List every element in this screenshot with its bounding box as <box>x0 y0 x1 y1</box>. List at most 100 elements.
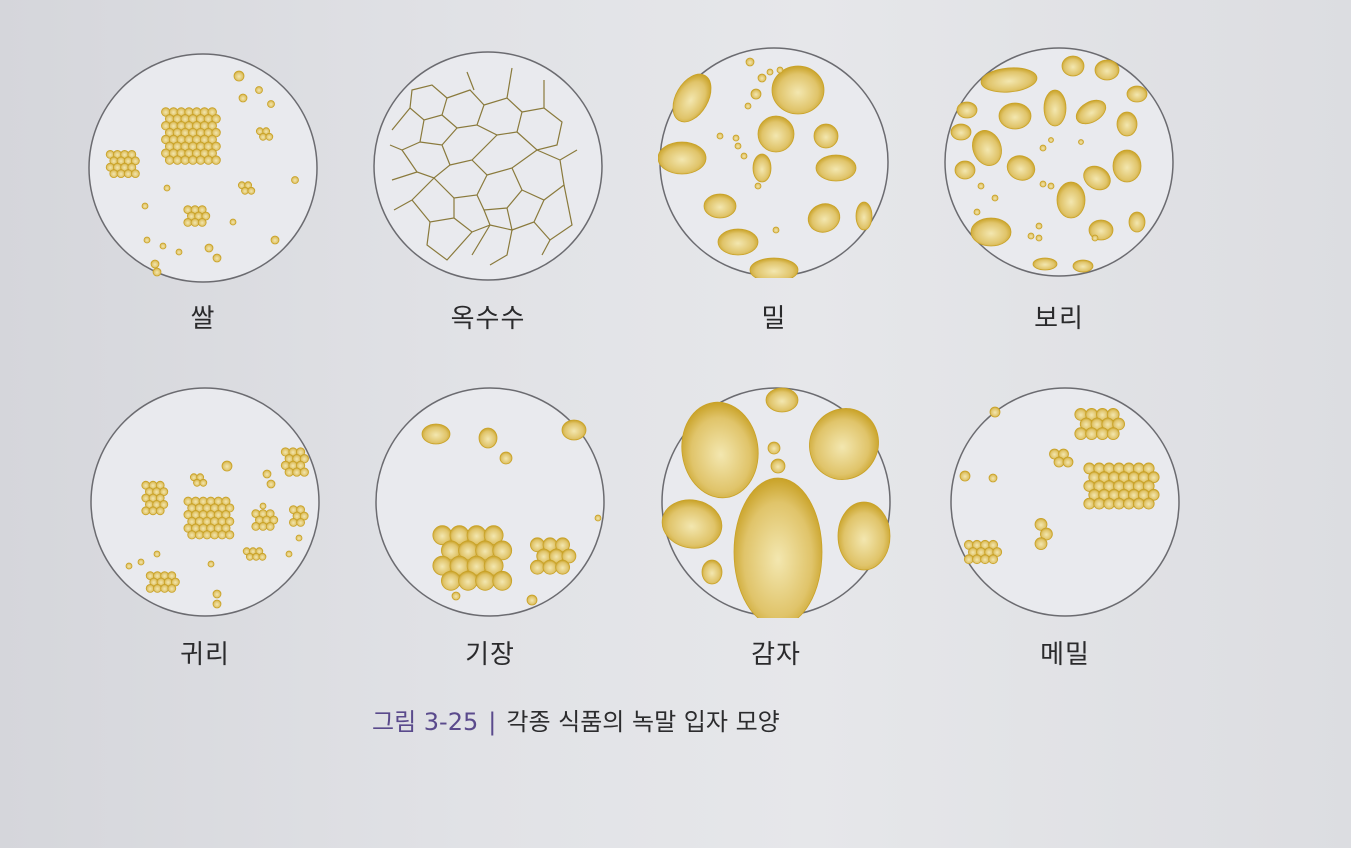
panel-buckwheat <box>949 386 1181 618</box>
starch-granule <box>703 193 737 219</box>
starch-granule <box>765 387 799 413</box>
starch-granule <box>767 441 781 455</box>
starch-granule <box>197 217 207 227</box>
starch-granule <box>1034 537 1048 551</box>
starch-granule <box>745 57 755 67</box>
label-rice: 쌀 <box>190 304 216 334</box>
starch-granule <box>1032 257 1058 271</box>
starch-granule <box>229 218 237 226</box>
starch-granule <box>772 226 780 234</box>
starch-granule <box>1106 407 1120 421</box>
starch-granule <box>1103 497 1116 510</box>
starch-granule <box>561 419 587 441</box>
starch-granule <box>153 550 161 558</box>
oat-granules-circle <box>90 387 320 617</box>
starch-granule <box>187 530 197 540</box>
label-millet: 기장 <box>465 640 515 670</box>
starch-granule <box>212 589 222 599</box>
label-potato: 감자 <box>751 640 801 670</box>
starch-granule <box>1035 222 1043 230</box>
starch-granule <box>980 67 1038 93</box>
starch-granule <box>988 554 999 565</box>
starch-granule <box>288 517 298 527</box>
starch-granule <box>188 155 198 165</box>
starch-granule <box>749 257 799 278</box>
starch-granule <box>175 248 183 256</box>
starch-granule <box>807 203 841 233</box>
starch-granule <box>492 570 513 591</box>
starch-granule <box>475 570 495 591</box>
starch-granule <box>1085 427 1099 440</box>
starch-granule <box>1106 427 1120 440</box>
starch-granule <box>1072 259 1094 273</box>
starch-granule <box>972 554 982 565</box>
starch-granule <box>255 86 263 94</box>
starch-granule <box>421 423 451 445</box>
starch-granule <box>977 182 985 190</box>
starch-granule <box>150 259 160 269</box>
starch-granule <box>163 184 171 192</box>
starch-granule <box>716 132 724 140</box>
starch-granule <box>145 583 155 593</box>
starch-granule <box>258 521 268 531</box>
label-oat: 귀리 <box>180 640 230 670</box>
label-buckwheat: 메밀 <box>1040 640 1090 670</box>
starch-granule <box>766 68 774 76</box>
figure-number: 그림 3-25 <box>372 708 479 736</box>
starch-granule <box>561 548 577 564</box>
starch-granule <box>212 599 222 609</box>
panel-barley <box>943 46 1175 278</box>
starch-granule <box>980 554 990 565</box>
starch-granule <box>661 499 723 549</box>
starch-granule <box>1027 232 1035 240</box>
label-corn: 옥수수 <box>450 304 526 334</box>
starch-granule <box>1112 417 1126 431</box>
figure-title: 각종 식품의 녹말 입자 모양 <box>506 708 780 736</box>
starch-granule <box>757 115 795 153</box>
starch-granule <box>1083 165 1111 191</box>
starch-granule <box>1034 517 1048 531</box>
starch-granule <box>855 201 873 231</box>
starch-granule <box>1043 89 1067 127</box>
starch-granule <box>1047 182 1055 190</box>
starch-granule <box>152 267 162 277</box>
barley-granules-circle <box>944 47 1174 277</box>
starch-granule <box>752 153 772 183</box>
starch-granule <box>203 155 214 165</box>
wheat-granules-circle <box>658 47 889 278</box>
starch-granule <box>267 100 275 108</box>
starch-granule <box>499 451 513 465</box>
starch-granule <box>972 130 1002 166</box>
starch-granule <box>681 401 759 499</box>
starch-granule <box>954 160 976 180</box>
starch-granule <box>1040 527 1053 541</box>
starch-granule <box>1126 85 1148 103</box>
starch-granule <box>754 182 762 190</box>
starch-granule <box>733 477 823 618</box>
starch-granule <box>732 134 740 142</box>
starch-granule <box>483 555 504 576</box>
starch-granule <box>204 243 214 253</box>
label-barley: 보리 <box>1034 304 1084 334</box>
starch-granule <box>202 530 212 540</box>
starch-granule <box>744 102 752 110</box>
starch-granule <box>143 236 151 244</box>
starch-granule <box>221 460 233 472</box>
starch-granule <box>1128 211 1146 233</box>
starch-granule <box>199 478 208 487</box>
starch-granule <box>1083 497 1096 510</box>
starch-granule <box>959 470 971 482</box>
starch-granule <box>292 467 302 477</box>
starch-granule <box>1039 144 1047 152</box>
starch-granule <box>1039 180 1047 188</box>
starch-granule <box>137 558 145 566</box>
starch-granule <box>1035 234 1043 242</box>
starch-granule <box>757 73 767 83</box>
starch-granule <box>155 506 165 516</box>
starch-granule <box>1058 448 1069 460</box>
starch-granule <box>988 473 998 483</box>
starch-granule <box>1094 59 1120 81</box>
starch-granule <box>956 101 978 119</box>
starch-granule <box>1116 111 1138 137</box>
starch-granule <box>291 176 299 184</box>
